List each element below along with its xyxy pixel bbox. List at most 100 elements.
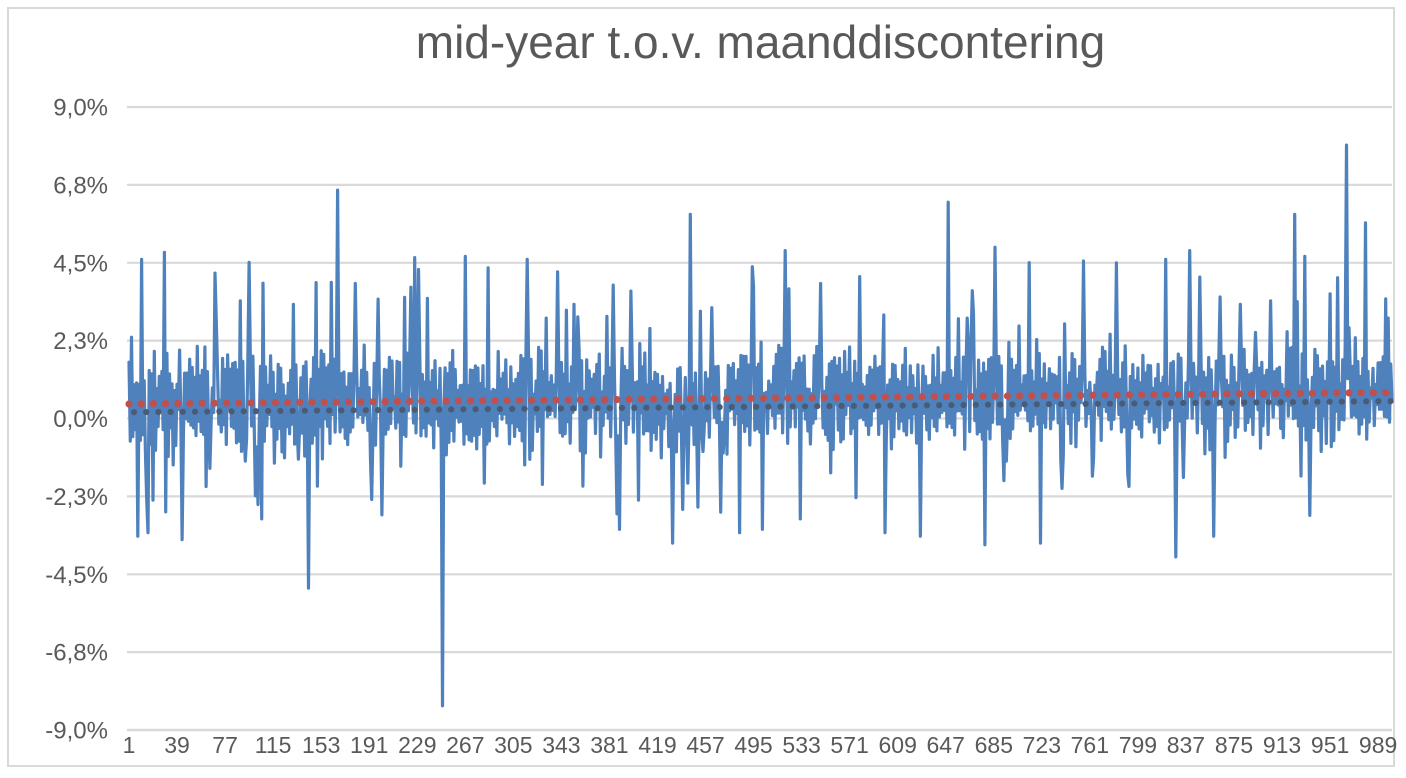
x-tick-label: 153 xyxy=(302,732,340,758)
trendline-dot xyxy=(674,395,682,403)
trendline-red xyxy=(125,389,1390,408)
trendline-dot xyxy=(484,406,491,413)
trendline-dot xyxy=(1302,398,1309,406)
trendline-dot xyxy=(332,398,340,406)
trendline-dot xyxy=(1375,398,1382,405)
trendline-dot xyxy=(698,395,707,403)
trendline-dot xyxy=(814,403,821,410)
x-tick-label: 229 xyxy=(398,732,436,758)
trendline-dot xyxy=(381,398,389,406)
trendline-dot xyxy=(167,408,174,415)
trendline-dot xyxy=(692,404,699,411)
trendline-dot xyxy=(576,396,585,404)
trendline-dot xyxy=(162,400,170,408)
trendline-dot xyxy=(1101,391,1109,399)
trendline-dot xyxy=(411,406,418,413)
x-tick-label: 913 xyxy=(1263,732,1301,758)
trendline-dot xyxy=(357,398,365,406)
trendline-dot xyxy=(406,397,414,405)
trendline-dot xyxy=(1180,399,1187,407)
trendline-dot xyxy=(1021,401,1028,408)
trendline-dot xyxy=(838,402,845,410)
x-tick-label: 267 xyxy=(446,732,484,758)
trendline-dot xyxy=(955,392,963,401)
trendline-dot xyxy=(1082,400,1089,407)
trendline-dot xyxy=(1045,401,1053,408)
trendline-dot xyxy=(1033,401,1040,408)
trendline-dot xyxy=(960,401,967,409)
trendline-dot xyxy=(808,394,816,402)
trendline-dot xyxy=(820,394,829,402)
trendline-dot xyxy=(716,404,723,411)
trendline-dot xyxy=(369,398,377,406)
trendline-dot xyxy=(528,396,536,404)
trendline-dot xyxy=(1216,399,1223,406)
trendline-dot xyxy=(1167,400,1175,407)
x-tick-label: 305 xyxy=(494,732,532,758)
x-tick-label: 533 xyxy=(782,732,820,758)
trendline-dot xyxy=(930,393,938,401)
x-tick-label: 609 xyxy=(879,732,917,758)
trendline-dot xyxy=(1223,390,1231,398)
trendline-dot xyxy=(1369,389,1377,397)
trendline-dot xyxy=(216,408,223,415)
trendline-dot xyxy=(997,401,1004,408)
x-tick-label: 723 xyxy=(1023,732,1061,758)
trendline-dot xyxy=(1284,389,1292,398)
trendline-dot xyxy=(1277,399,1284,406)
trendline-dot xyxy=(1125,391,1133,399)
trendline-dot xyxy=(374,407,382,414)
trendline-dot xyxy=(869,393,877,401)
trendline-dot xyxy=(296,398,304,406)
x-tick-label: 495 xyxy=(734,732,772,758)
trendline-dot xyxy=(747,394,755,402)
trendline-dot xyxy=(850,402,857,409)
trendline-dot xyxy=(899,402,906,409)
x-tick-label: 39 xyxy=(164,732,190,758)
trendline-dot xyxy=(393,397,401,406)
y-tick-label: -9,0% xyxy=(45,718,108,745)
trendline-dot xyxy=(1155,400,1162,407)
trendline-dot xyxy=(1162,391,1170,399)
trendline-dot xyxy=(1314,398,1321,405)
trendline-dot xyxy=(326,407,333,414)
trendline-dot xyxy=(430,397,438,405)
trendline-dot xyxy=(1089,391,1097,399)
trendline-dot xyxy=(143,409,150,416)
trendline-dot xyxy=(618,404,626,411)
x-tick-label: 799 xyxy=(1119,732,1157,758)
trendline-dot xyxy=(460,406,467,413)
x-tick-label: 989 xyxy=(1359,732,1397,758)
trendline-dot xyxy=(557,405,565,412)
trendline-dot xyxy=(789,403,796,410)
trendline-dot xyxy=(1199,390,1207,398)
trendline-dot xyxy=(454,397,462,405)
trendline-dot xyxy=(284,398,292,407)
y-tick-label: 0,0% xyxy=(53,406,108,433)
trendline-dot xyxy=(570,405,577,412)
trendline-dot xyxy=(515,396,524,404)
trendline-dot xyxy=(606,405,613,412)
trendline-dot xyxy=(1028,392,1036,400)
trendline-dot xyxy=(564,396,572,404)
trendline-dot xyxy=(1321,389,1329,397)
trendline-dot xyxy=(650,395,658,403)
y-tick-label: 2,3% xyxy=(53,328,108,355)
y-tick-label: -2,3% xyxy=(45,484,108,511)
trendline-dot xyxy=(1241,399,1248,406)
trendline-dot xyxy=(313,407,321,414)
x-tick-label: 419 xyxy=(638,732,676,758)
trendline-dot xyxy=(631,404,638,411)
trendline-dot xyxy=(911,402,918,409)
y-tick-label: -4,5% xyxy=(45,562,108,589)
trendline-dot xyxy=(1150,391,1158,399)
trendline-dot xyxy=(301,407,308,414)
trendline-dot xyxy=(826,403,833,410)
trendline-dot xyxy=(772,394,780,402)
trendline-dot xyxy=(362,407,369,414)
trendline-dot xyxy=(1119,400,1126,407)
trendline-dot xyxy=(582,405,589,412)
trendline-dot xyxy=(887,402,894,409)
